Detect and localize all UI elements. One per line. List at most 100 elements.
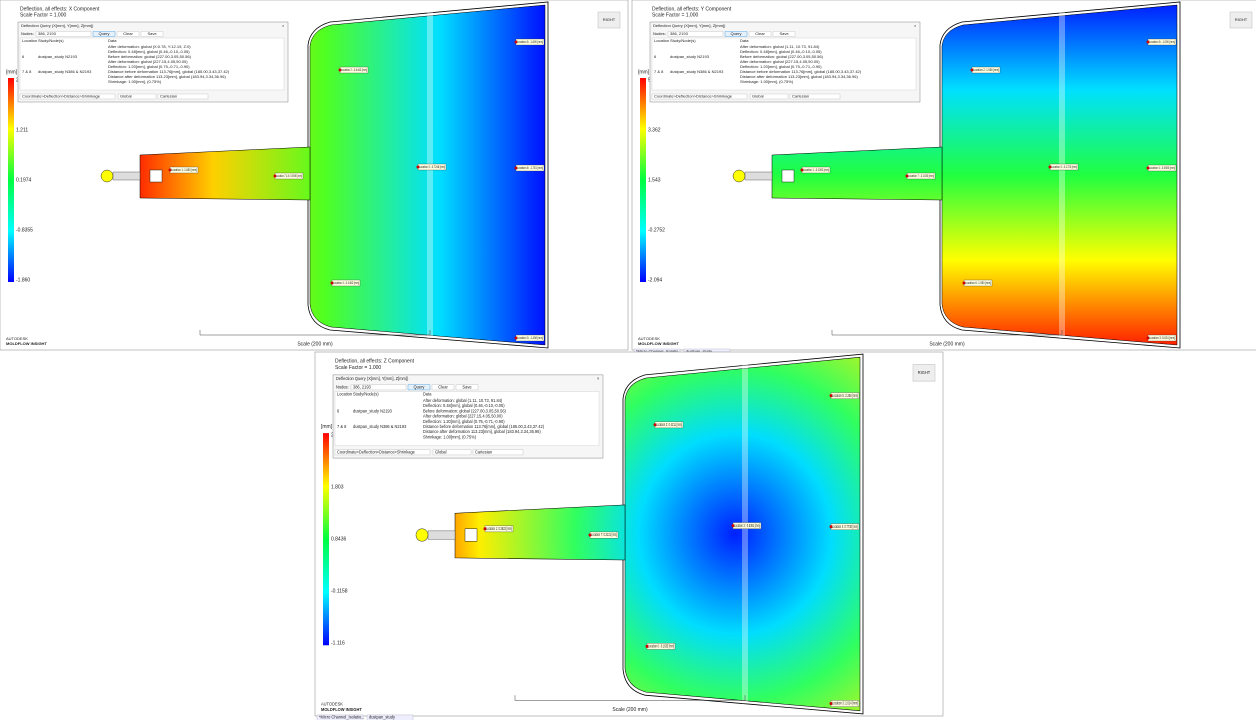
- dialog-button-label: Query: [99, 31, 110, 36]
- location-label: Location 3: -0.5391 [mm]: [734, 523, 760, 528]
- nodes-value: 386, 2193: [670, 31, 689, 36]
- dialog-button-label: Save: [147, 31, 157, 36]
- legend-unit: [mm]: [6, 69, 18, 75]
- dialog-button-label: Query: [414, 384, 426, 389]
- results-table: [19, 37, 285, 91]
- table-cell: Distance after deformation 113.23[mm], g…: [423, 429, 541, 434]
- location-marker: [483, 527, 487, 531]
- location-label: Location 7 & 8: 0.5930 [mm]: [276, 173, 302, 178]
- dialog-button[interactable]: [455, 384, 479, 391]
- scale-label: Scale (200 mm): [297, 341, 333, 347]
- nodes-input[interactable]: [667, 31, 724, 37]
- location-label: Location 2: -0.4442 [mm]: [341, 67, 367, 72]
- table-cell: After deformation: global (227.15,4.05,5…: [423, 414, 503, 419]
- location-label: Location 3: 5.024 [mm]: [1149, 335, 1175, 340]
- file-tab[interactable]: [366, 714, 414, 720]
- view-cube[interactable]: [597, 11, 621, 29]
- logo-bottom: MOLDFLOW INSIGHT: [638, 341, 679, 346]
- dropdown[interactable]: [651, 93, 748, 100]
- dialog-button-label: Save: [779, 31, 789, 36]
- table-cell: dustpan_study N386 & N2193: [353, 424, 407, 429]
- dialog-button[interactable]: [431, 384, 455, 391]
- color-legend: [8, 78, 14, 282]
- location-label: Location 5: -1.090 [mm]: [1149, 39, 1175, 44]
- table-header: Study/Node(s): [38, 38, 64, 43]
- location-marker: [645, 644, 649, 648]
- view-cube-label: RIGHT: [918, 370, 931, 375]
- dialog-button[interactable]: [772, 31, 796, 37]
- table-cell: dustpan_study N386 & N2193: [38, 69, 92, 74]
- logo-top: AUTODESK: [6, 336, 28, 341]
- table-cell: dustpan_study N2193: [670, 54, 710, 59]
- dropdown[interactable]: [117, 93, 157, 100]
- part-body: [941, 4, 1178, 346]
- results-table: [651, 37, 917, 91]
- table-header: Data: [108, 38, 117, 43]
- location-marker: [588, 533, 592, 537]
- legend-tick: -1.116: [331, 640, 345, 646]
- dropdown[interactable]: [749, 93, 789, 100]
- file-tab[interactable]: [316, 714, 364, 720]
- location-marker: [970, 68, 974, 72]
- scale-label: Scale (200 mm): [612, 707, 648, 713]
- table-cell: After deformation: global (227.15,4.05,5…: [108, 59, 188, 64]
- location-label: Location 5: -1.690 [mm]: [517, 39, 543, 44]
- table-cell: Shrinkage: 1.00[mm], (0.75%): [740, 79, 794, 84]
- dialog-button[interactable]: [92, 31, 116, 37]
- table-header: Location: [337, 392, 352, 397]
- location-label: Location 6: -0.1635 [mm]: [648, 643, 674, 648]
- nodes-value: 386, 2193: [353, 384, 372, 389]
- dialog-title: Deflection Query (X[mm], Y[mm], Z[mm]): [653, 23, 726, 28]
- dropdown[interactable]: [157, 93, 209, 100]
- location-marker: [731, 524, 735, 528]
- dialog-button[interactable]: [748, 31, 772, 37]
- dialog-button[interactable]: [140, 31, 164, 37]
- dropdown[interactable]: [432, 449, 472, 456]
- table-cell: Deflection: 1.20[mm], global (0.75,-0.71…: [108, 64, 190, 69]
- nodes-label: Nodes:: [653, 31, 666, 36]
- dropdown-label: Cartesian: [160, 94, 177, 99]
- dropdown[interactable]: [334, 449, 431, 456]
- table-cell: After deformation: global (X:0.78, Y:12.…: [108, 44, 191, 49]
- location-marker: [829, 525, 833, 529]
- dropdown[interactable]: [789, 93, 841, 100]
- file-tab-label: *Micro Channel_Isolatio...: [319, 715, 365, 720]
- query-dialog: Deflection Query (X[mm], Y[mm], Z[mm]) × N…: [17, 21, 289, 103]
- location-label: Location 2: 1.936 [mm]: [973, 67, 999, 72]
- logo-bottom: MOLDFLOW INSIGHT: [6, 341, 47, 346]
- view-cube[interactable]: [1229, 11, 1253, 29]
- dropdown-label: Coordinate>Deflection>Distance>Shrinkage: [337, 449, 416, 454]
- gate: [464, 528, 478, 542]
- dialog-button-label: Query: [731, 31, 742, 36]
- nodes-input[interactable]: [35, 31, 92, 37]
- location-label: Location 4: -0.0050 [mm]: [1149, 165, 1175, 170]
- table-cell: dustpan_study N2193: [38, 54, 78, 59]
- table-cell: After deformation: global (227.15,4.05,5…: [740, 59, 820, 64]
- view-cube[interactable]: [912, 364, 936, 382]
- scale-bar: [831, 330, 1063, 336]
- table-cell: Shrinkage: 1.00[mm], (0.75%): [108, 79, 162, 84]
- scale-bar: [514, 695, 746, 701]
- table-cell: dustpan_study N386 & N2193: [670, 69, 724, 74]
- location-label: Location 6: -1.751 [mm]: [517, 165, 543, 170]
- dropdown[interactable]: [472, 449, 524, 456]
- legend-tick: 0.1974: [16, 177, 32, 183]
- dropdown[interactable]: [19, 93, 116, 100]
- part-outline: [939, 1, 1181, 349]
- location-marker: [1146, 166, 1150, 170]
- color-legend: [640, 78, 646, 282]
- location-label: Location 1: -0.1052 [mm]: [803, 167, 829, 172]
- nodes-input[interactable]: [350, 384, 407, 391]
- part-outline: [307, 1, 549, 349]
- dialog-button[interactable]: [724, 31, 748, 37]
- nodes-label: Nodes:: [21, 31, 34, 36]
- table-cell: Deflection: 0.48[mm], global (0.46,-0.10…: [740, 49, 822, 54]
- dialog-button[interactable]: [116, 31, 140, 37]
- location-marker: [338, 68, 342, 72]
- table-cell: Distance before deformation 113.76[mm], …: [740, 69, 862, 74]
- query-dialog: Deflection Query (X[mm], Y[mm], Z[mm]) × N…: [332, 374, 604, 459]
- legend-tick: 1.211: [16, 127, 28, 133]
- file-tab-label: *Micro Channel_Isolatio...: [636, 349, 682, 354]
- dialog-button[interactable]: [407, 384, 431, 391]
